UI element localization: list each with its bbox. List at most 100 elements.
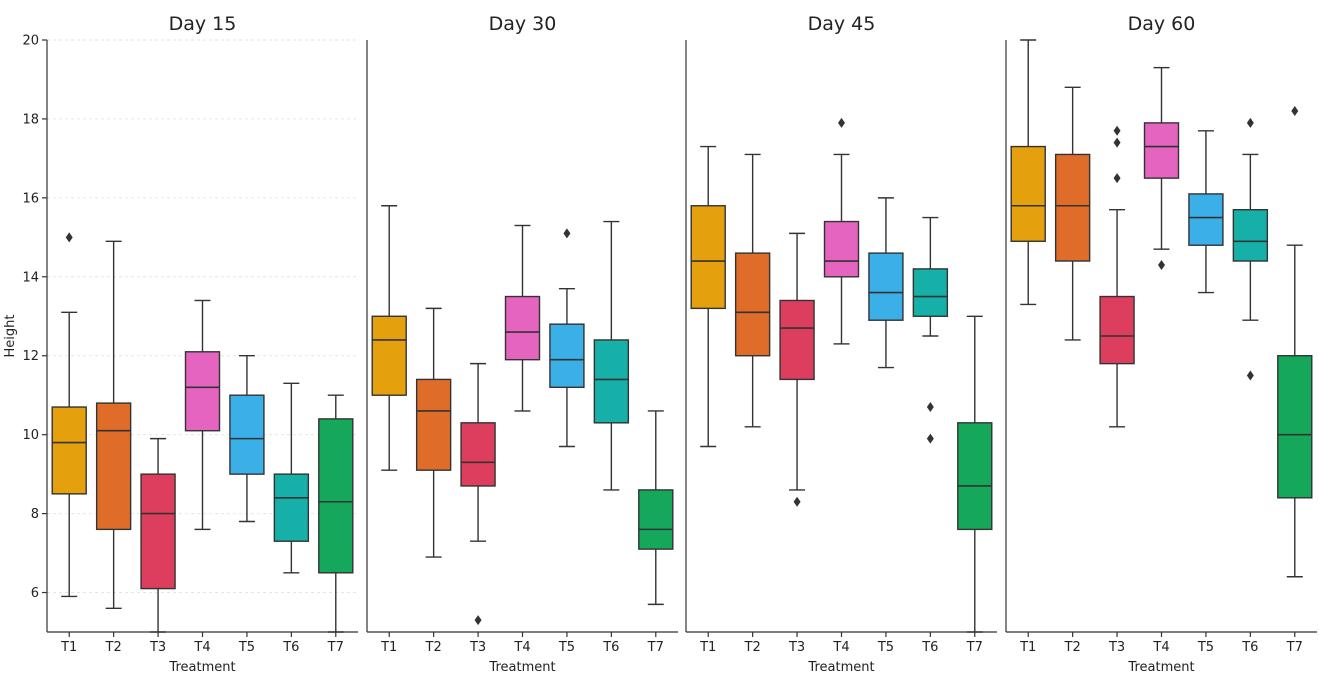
box-body	[593, 339, 630, 424]
x-tick-label: T3	[149, 640, 166, 655]
outlier-point	[793, 496, 801, 507]
x-tick-label: T6	[282, 640, 299, 655]
box-t3: T3	[460, 362, 496, 655]
x-tick-label: T2	[1064, 640, 1081, 655]
outlier-point	[474, 615, 482, 626]
x-axis-title: Treatment	[1127, 660, 1194, 675]
box-t2: T2	[734, 153, 771, 655]
x-tick-label: T7	[327, 640, 344, 655]
x-tick-label: T1	[1019, 640, 1036, 655]
y-tick-label: 6	[31, 586, 39, 601]
panel-title: Day 15	[169, 13, 237, 35]
x-tick-label: T2	[105, 640, 122, 655]
y-tick-label: 8	[31, 507, 39, 522]
x-tick-label: T3	[1108, 640, 1125, 655]
box-t2: T2	[1054, 86, 1091, 655]
outlier-point	[1113, 137, 1121, 148]
box-t5: T5	[1188, 130, 1224, 655]
outlier-point	[1158, 259, 1165, 270]
box-body	[638, 489, 674, 550]
box-body	[504, 295, 541, 361]
y-tick-label: 20	[22, 34, 39, 49]
box-t1: T1	[371, 205, 407, 655]
x-tick-label: T5	[1197, 640, 1214, 655]
box-body	[549, 323, 585, 389]
x-tick-label: T6	[602, 640, 619, 655]
outlier-point	[1246, 117, 1254, 128]
x-axis-title: Treatment	[488, 660, 555, 675]
outlier-point	[1291, 106, 1299, 117]
y-tick-label: 18	[22, 112, 39, 127]
box-t4: T4	[504, 224, 541, 655]
x-tick-label: T3	[469, 640, 486, 655]
outlier-point	[1113, 125, 1121, 136]
box-t7: T7	[638, 410, 674, 655]
box-t2: T2	[415, 307, 452, 655]
y-tick-label: 10	[22, 428, 39, 443]
x-tick-label: T7	[1286, 640, 1303, 655]
panel-3: Day 60 T1 T2 T3 T4 T5 T6 T7 Treatment	[1005, 13, 1317, 675]
box-body	[1188, 193, 1224, 246]
x-tick-label: T5	[558, 640, 575, 655]
panel-1: Day 30 T1 T2 T3 T4 T5 T6 T7 Treatment	[366, 13, 678, 675]
x-tick-label: T3	[788, 640, 805, 655]
outlier-point	[838, 117, 845, 128]
x-tick-label: T1	[699, 640, 716, 655]
box-body	[229, 394, 265, 475]
box-body	[912, 268, 949, 317]
box-t3: T3	[779, 232, 815, 655]
box-body	[868, 252, 904, 321]
box-body	[1232, 209, 1269, 262]
box-t6: T6	[912, 216, 949, 655]
box-body	[1143, 122, 1180, 179]
box-body	[95, 402, 132, 531]
box-body	[823, 220, 860, 278]
box-body	[460, 422, 496, 487]
x-tick-label: T2	[744, 640, 761, 655]
box-t7: T7	[318, 394, 354, 655]
box-t6: T6	[1232, 117, 1269, 655]
panel-title: Day 30	[489, 13, 557, 35]
box-t7: T7	[1277, 106, 1313, 655]
box-t4: T4	[823, 117, 860, 655]
outlier-point	[1113, 173, 1121, 184]
outlier-point	[1246, 370, 1254, 381]
x-tick-label: T7	[647, 640, 664, 655]
box-t6: T6	[593, 220, 630, 655]
y-tick-label: 14	[22, 270, 39, 285]
box-body	[957, 422, 993, 531]
x-tick-label: T4	[193, 640, 210, 655]
box-t3: T3	[1099, 125, 1135, 655]
x-tick-label: T4	[832, 640, 849, 655]
outlier-point	[65, 232, 73, 243]
box-t5: T5	[868, 197, 904, 655]
y-axis-title: Height	[3, 315, 18, 358]
box-t7: T7	[957, 315, 993, 655]
box-body	[1099, 295, 1135, 365]
x-tick-label: T5	[238, 640, 255, 655]
x-axis-title: Treatment	[168, 660, 235, 675]
y-tick-label: 12	[22, 349, 39, 364]
panel-title: Day 60	[1128, 13, 1196, 35]
x-tick-label: T6	[1241, 640, 1258, 655]
x-tick-label: T6	[921, 640, 938, 655]
outlier-point	[563, 228, 571, 239]
x-tick-label: T5	[877, 640, 894, 655]
x-tick-label: T4	[1152, 640, 1169, 655]
box-body	[734, 252, 771, 357]
box-t1: T1	[51, 232, 87, 655]
box-t4: T4	[1143, 66, 1180, 655]
box-t1: T1	[1010, 39, 1046, 655]
box-t3: T3	[140, 437, 176, 655]
x-tick-label: T7	[966, 640, 983, 655]
box-body	[318, 418, 354, 574]
outlier-point	[926, 402, 934, 413]
y-tick-label: 16	[22, 191, 39, 206]
outlier-point	[926, 433, 934, 444]
box-t4: T4	[184, 299, 221, 655]
x-tick-label: T1	[380, 640, 397, 655]
box-body	[184, 351, 221, 432]
box-t1: T1	[690, 145, 726, 655]
